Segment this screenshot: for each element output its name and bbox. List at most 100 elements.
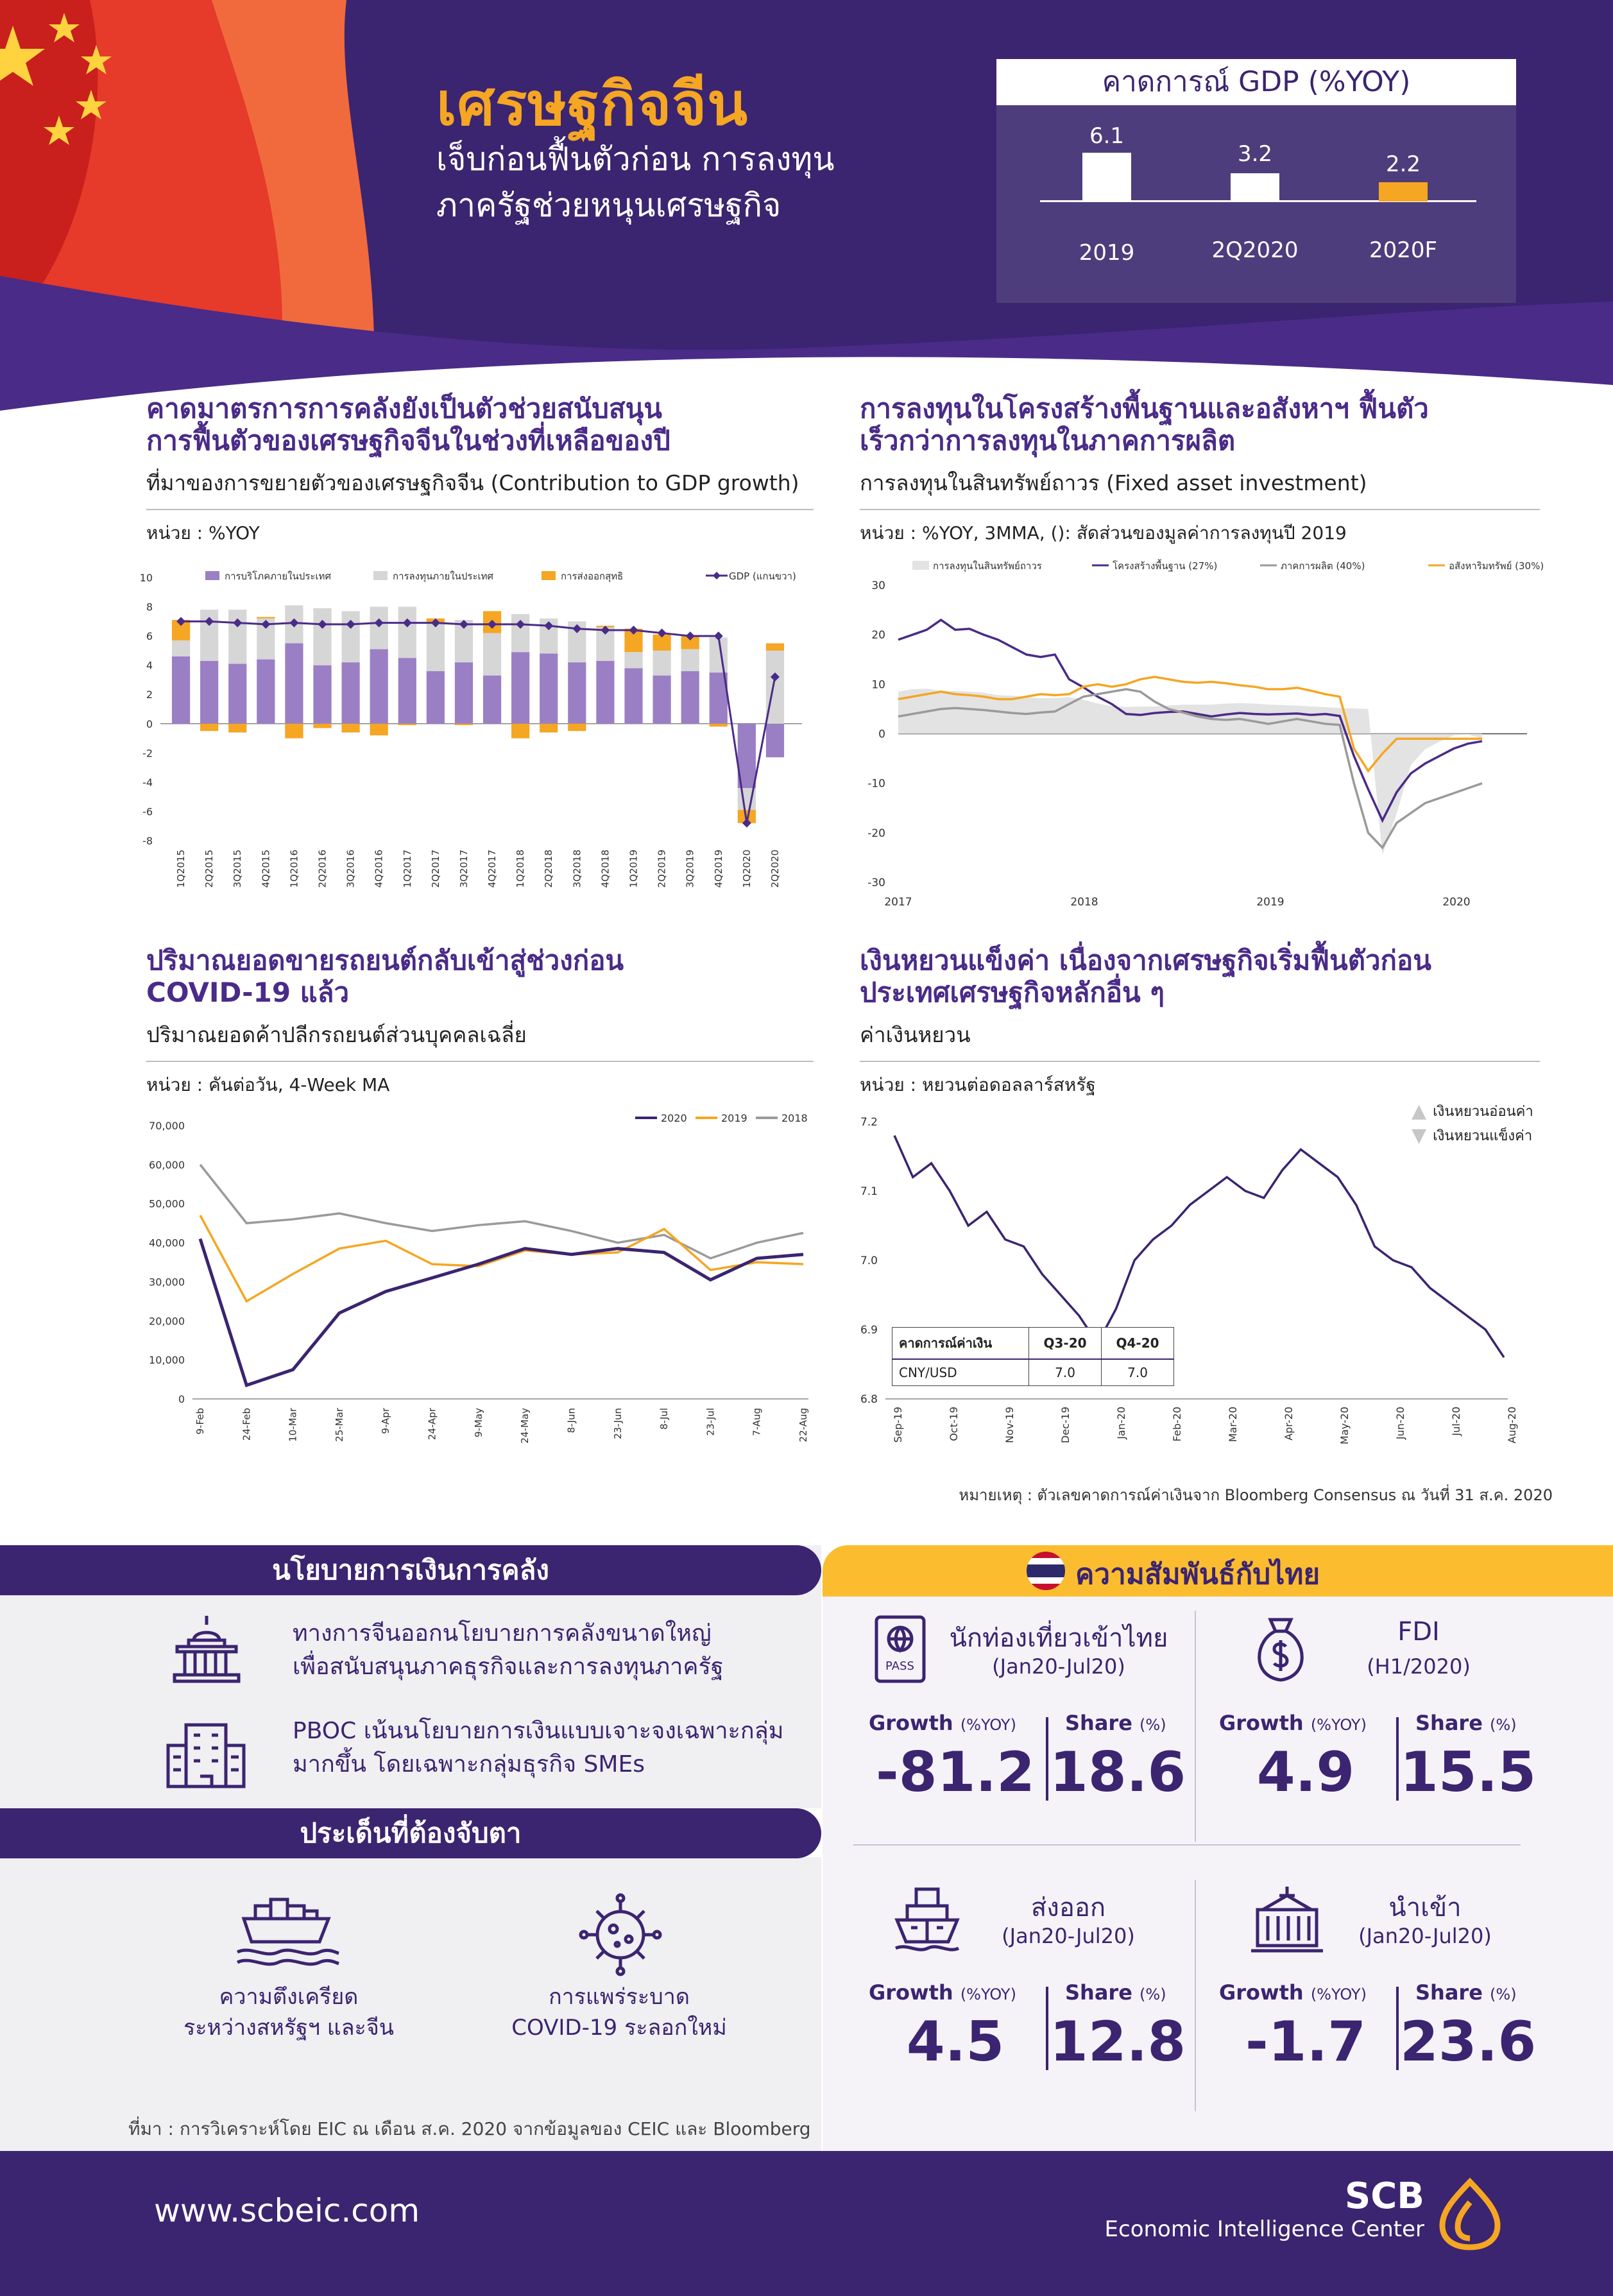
fiscal-subtitle: ที่มาของการขยายตัวของเศรษฐกิจจีน (Contri… (146, 470, 799, 495)
legend-label: 2018 (781, 1112, 808, 1124)
cargo-ship-icon (232, 1893, 341, 1970)
x-tick-label: 1Q2017 (402, 850, 413, 888)
y-tick-label: 7.1 (860, 1185, 878, 1198)
policy-item-1-line-2: เพื่อสนับสนุนภาคธุรกิจและการลงทุนภาครัฐ (293, 1654, 724, 1680)
gdp-marker (572, 624, 582, 633)
gdp-line (181, 620, 776, 823)
legend-swatch (205, 571, 219, 580)
x-tick-label: 23-Jun (612, 1408, 624, 1439)
exports-share-label: Share (%) (1065, 1980, 1166, 2005)
cny-usd-line (893, 1135, 1505, 1358)
gdp-marker (261, 619, 271, 629)
bar-segment (765, 723, 785, 758)
x-tick-label: 3Q2017 (458, 850, 470, 888)
thai-title-bar (823, 1545, 1613, 1597)
exports-period: (Jan20-Jul20) (1002, 1924, 1135, 1948)
policy-item-2: PBOC เน้นนโยบายการเงินแบบเจาะจงเฉพาะกลุ่… (293, 1715, 806, 1781)
auto-chart-svg: 0 10,000 20,000 30,000 40,000 50,000 60,000 70,… (149, 1112, 809, 1444)
x-tick-label: 2Q2018 (543, 850, 554, 888)
investment-chart: -30 -20 -10 0 10 20 30 2017 2018 2019 2020 การลงทุน… (860, 552, 1553, 914)
forecast-header-label: คาดการณ์ค่าเงิน (891, 1327, 1030, 1360)
gdp-marker (289, 618, 299, 628)
x-tick-label: 1Q2018 (515, 850, 526, 888)
footer: www.scbeic.com SCB Economic Intelligence… (0, 2151, 1613, 2296)
bar-segment (681, 671, 699, 724)
legend-label: การส่งออกสุทธิ (561, 570, 623, 583)
exports-growth-value: 4.5 (906, 2010, 1005, 2074)
x-tick-label: 8-Jun (565, 1408, 577, 1433)
thai-hdivider (853, 1844, 1521, 1846)
investment-section: การลงทุนในโครงสร้างพื้นฐานและอสังหาฯ ฟื้… (860, 393, 1540, 547)
gdp-value-2019: 6.1 (1089, 123, 1125, 149)
y-tick-label: 2 (146, 689, 153, 701)
x-tick-label: 7-Aug (751, 1408, 763, 1436)
watch-item-1: ความตึงเครียด ระหว่างสหรัฐฯ และจีน (148, 1982, 430, 2043)
legend-swatch (542, 571, 556, 580)
y-tick-label: 40,000 (149, 1237, 185, 1249)
brand-name: SCB (1344, 2175, 1424, 2217)
bar-segment (568, 723, 586, 732)
x-tick-label: 24-Apr (427, 1407, 438, 1440)
website-link[interactable]: www.scbeic.com (154, 2192, 420, 2229)
bar-segment (257, 617, 275, 619)
bar-segment (257, 659, 275, 724)
y-tick-label: -20 (867, 827, 885, 840)
bar-segment (482, 675, 502, 724)
fdi-share-label: Share (%) (1415, 1711, 1517, 1735)
y-tick-label: 7.0 (860, 1255, 878, 1267)
gdp-marker (233, 618, 243, 628)
yuan-direction-legend: ▲ เงินหยวนอ่อนค่า ▼ เงินหยวนแข็งค่า (1412, 1099, 1553, 1147)
x-tick-label: Feb-20 (1171, 1407, 1183, 1441)
legend-label: 2019 (721, 1112, 747, 1124)
series-line (199, 1163, 804, 1260)
gdp-bar-2020f (1379, 182, 1428, 201)
y-tick-label: 6 (146, 630, 153, 642)
x-tick-label: 9-Apr (380, 1407, 391, 1434)
fai-area (898, 689, 1482, 855)
bar-segment (200, 723, 219, 732)
imports-divider (1396, 1987, 1399, 2070)
y-tick-label: 10 (140, 572, 153, 584)
x-tick-label: 4Q2015 (260, 850, 271, 888)
fiscal-section: คาดมาตรการการคลังยังเป็นตัวช่วยสนับสนุน … (146, 393, 814, 547)
thai-vdivider-bottom (1195, 1880, 1196, 2111)
bar-segment (624, 668, 643, 724)
y-tick-label: 6.8 (860, 1393, 878, 1406)
legend-label: อสังหาริมทรัพย์ (30%) (1449, 560, 1544, 572)
yuan-rule (860, 1061, 1540, 1062)
imports-growth-label: Growth (%YOY) (1219, 1980, 1367, 2005)
bar-segment (511, 723, 530, 739)
gdp-marker (685, 631, 695, 641)
imports-growth-value: -1.7 (1245, 2010, 1367, 2074)
investment-rule (860, 509, 1540, 510)
x-tick-label: 2018 (1070, 896, 1098, 909)
fiscal-unit: หน่วย : %YOY (146, 522, 260, 544)
auto-unit: หน่วย : คันต่อวัน, 4-Week MA (146, 1074, 390, 1095)
y-tick-label: 30 (871, 579, 885, 592)
fdi-title: FDI (1397, 1617, 1440, 1647)
bar-segment (653, 675, 671, 724)
x-tick-label: 2Q2015 (203, 850, 215, 888)
gdp-forecast-box: คาดการณ์ GDP (%YOY) 6.1 2019 3.2 2Q2020 … (996, 59, 1516, 303)
forecast-table: คาดการณ์ค่าเงิน Q3-20 Q4-20 CNY/USD 7.0 … (891, 1327, 1174, 1386)
x-tick-label: 23-Jul (704, 1408, 716, 1435)
x-tick-label: 4Q2017 (486, 850, 498, 888)
investment-chart-svg: -30 -20 -10 0 10 20 30 2017 2018 2019 2020 การลงทุน… (867, 559, 1544, 909)
y-tick-label: 0 (178, 1393, 185, 1405)
x-tick-label: 3Q2016 (345, 850, 357, 888)
auto-section: ปริมาณยอดขายรถยนต์กลับเข้าสู่ช่วงก่อน CO… (146, 945, 814, 1099)
legend-swatch (373, 571, 388, 580)
bar-segment (454, 662, 474, 724)
bar-segment (454, 723, 474, 726)
fiscal-chart-svg: -8 -6 -4 -2 0 2 4 6 8 10 1Q2015 2Q2015 3Q2015 4Q2015 1… (140, 570, 802, 888)
bar-segment (681, 649, 699, 671)
y-tick-label: -2 (142, 747, 153, 759)
legend-swatch (912, 561, 929, 570)
scb-logo-icon (1435, 2177, 1505, 2254)
x-tick-label: 1Q2016 (288, 850, 300, 888)
bar-segment (398, 658, 416, 724)
series-line (898, 688, 1483, 850)
export-ship-icon (892, 1884, 962, 1955)
investment-subtitle: การลงทุนในสินทรัพย์ถาวร (Fixed asset inv… (860, 470, 1367, 495)
bar-segment (540, 723, 558, 733)
